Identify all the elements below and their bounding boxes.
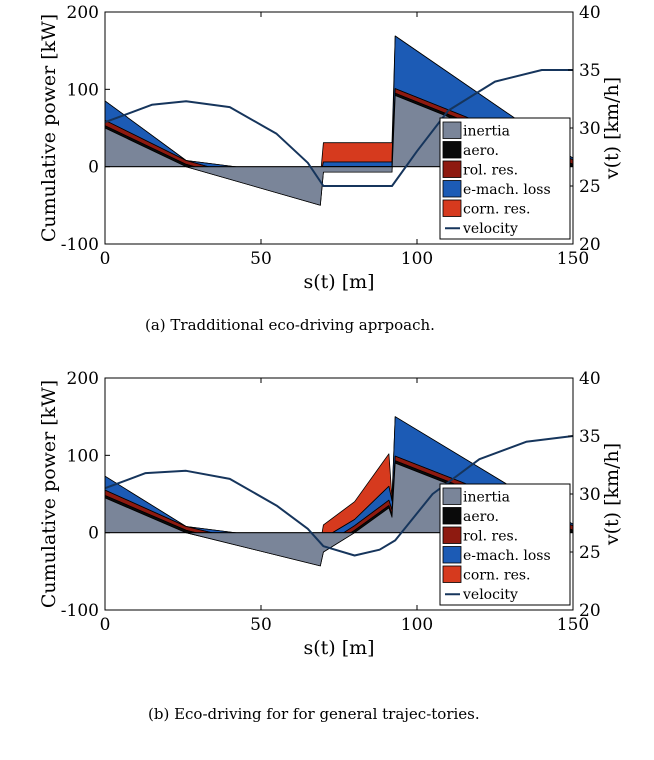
- chart-a-legend-entry: inertia: [463, 124, 510, 140]
- chart-a-legend-entry: e-mach. loss: [463, 182, 551, 198]
- chart-a-y2-axis-label: v(t) [km/h]: [601, 77, 623, 180]
- chart-b-legend-entry: inertia: [463, 490, 510, 506]
- chart-a-x-tick-label: 150: [557, 249, 589, 269]
- chart-a-legend-swatch-corn_res: [442, 199, 462, 217]
- chart-b-x-tick-label: 50: [250, 615, 272, 635]
- chart-b-y-tick-label: -100: [61, 601, 99, 621]
- chart-b-y2-tick-label: 40: [579, 369, 601, 389]
- chart-a-legend-entry: rol. res.: [463, 163, 518, 179]
- chart-b-legend-swatch-rol_res: [442, 526, 462, 544]
- chart-b-legend-box: [439, 483, 571, 606]
- chart-b-x-tick-label: 150: [557, 615, 589, 635]
- chart-b-legend-swatch-corn_res: [442, 565, 462, 583]
- chart-a-y-tick-label: 200: [67, 3, 99, 23]
- chart-a-y2-tick-label: 25: [579, 177, 601, 197]
- chart-b-legend-swatch-inertia: [442, 487, 462, 505]
- chart-a-legend-swatch-inertia: [442, 121, 462, 139]
- chart-panel-a: 0 50 100 150 -100 0 100 200 20 25 30 35 40 s(t) [m] Cu…: [0, 0, 654, 300]
- chart-b-x-tick-label: 100: [401, 615, 433, 635]
- chart-a-y-axis-label: Cumulative power [kW]: [38, 14, 60, 242]
- chart-a-y2-tick-label: 35: [579, 61, 601, 81]
- caption-a: (a) Tradditional eco-driving aprpoach.: [145, 316, 435, 334]
- chart-a-legend-swatch-e_mach_loss: [442, 180, 462, 198]
- chart-b-y2-tick-label: 25: [579, 543, 601, 563]
- chart-b-y-tick-label: 100: [67, 446, 99, 466]
- chart-a-legend-entry: aero.: [463, 143, 499, 159]
- chart-b-y2-tick-label: 30: [579, 485, 601, 505]
- chart-a-x-tick-label: 0: [100, 249, 111, 269]
- chart-a-y-tick-label: -100: [61, 235, 99, 255]
- chart-a-y-tick-label: 100: [67, 80, 99, 100]
- chart-a-velocity-line: [104, 69, 573, 187]
- chart-a-legend-box: [439, 117, 571, 240]
- chart-a-legend-swatch-aero: [442, 141, 462, 159]
- chart-b-legend-swatch-e_mach_loss: [442, 546, 462, 564]
- chart-b-legend-swatch-aero: [442, 507, 462, 525]
- chart-a-y2-tick-label: 30: [579, 119, 601, 139]
- caption-b: (b) Eco-driving for for general trajec-t…: [148, 705, 480, 723]
- chart-a-legend-swatch-rol_res: [442, 160, 462, 178]
- chart-b-legend-entry: velocity: [462, 587, 518, 603]
- chart-b-y-tick-label: 0: [88, 524, 99, 544]
- chart-a-y-tick-label: 0: [88, 158, 99, 178]
- chart-b-velocity-line: [104, 435, 574, 557]
- chart-a-x-tick-label: 100: [401, 249, 433, 269]
- chart-b-x-axis-label: s(t) [m]: [303, 637, 374, 659]
- chart-a-x-tick-label: 50: [250, 249, 272, 269]
- chart-b-legend-entry: corn. res.: [463, 568, 531, 584]
- chart-b-y-tick-label: 200: [67, 369, 99, 389]
- chart-a-y2-tick-label: 40: [579, 3, 601, 23]
- chart-b-x-tick-label: 0: [100, 615, 111, 635]
- chart-b-y2-axis-label: v(t) [km/h]: [601, 443, 623, 546]
- chart-b-legend-entry: rol. res.: [463, 529, 518, 545]
- chart-panel-b: 0 50 100 150 -100 0 100 200 20 25 30 35 40 s(t) [m] Cu…: [0, 366, 654, 666]
- chart-b-y2-tick-label: 20: [579, 601, 601, 621]
- chart-a-y2-tick-label: 20: [579, 235, 601, 255]
- chart-b-legend-entry: aero.: [463, 509, 499, 525]
- chart-b-y2-tick-label: 35: [579, 427, 601, 447]
- chart-a-legend-entry: corn. res.: [463, 202, 531, 218]
- chart-a-x-axis-label: s(t) [m]: [303, 271, 374, 293]
- chart-a-legend-entry: velocity: [462, 221, 518, 237]
- chart-b-legend-entry: e-mach. loss: [463, 548, 551, 564]
- chart-b-y-axis-label: Cumulative power [kW]: [38, 380, 60, 608]
